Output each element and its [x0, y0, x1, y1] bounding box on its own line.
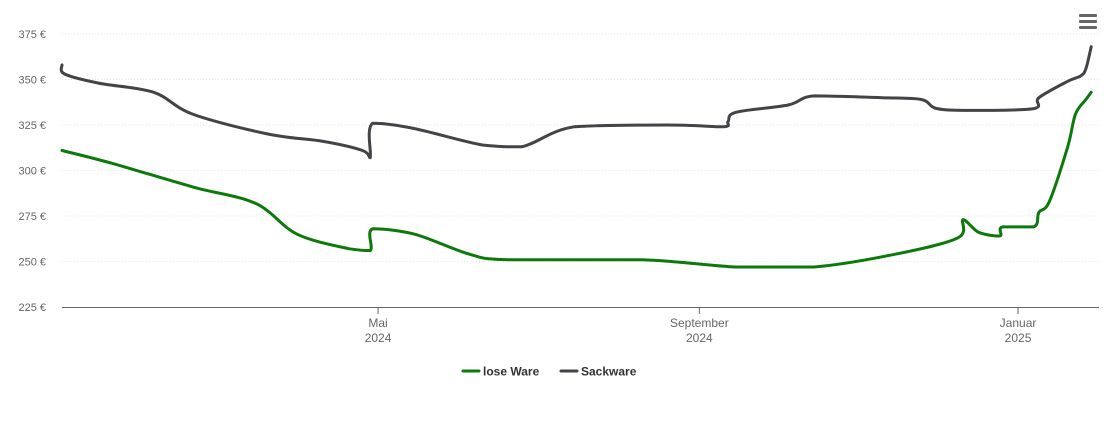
legend: lose Ware Sackware	[461, 365, 637, 379]
series-lines	[59, 45, 1093, 269]
x-tick-month-label: September	[670, 316, 729, 330]
legend-item[interactable]: Sackware	[559, 365, 637, 379]
y-tick-label: 375 €	[18, 29, 46, 41]
x-tick-month-label: Januar	[1000, 316, 1037, 330]
legend-label: lose Ware	[483, 365, 540, 379]
x-axis	[62, 307, 1099, 314]
y-axis-tick-labels: 225 € 250 € 275 € 300 € 325 € 350 € 375 €	[18, 29, 46, 314]
x-tick-year-label: 2024	[686, 331, 713, 345]
y-tick-label: 225 €	[18, 302, 46, 314]
legend-item[interactable]: lose Ware	[461, 365, 540, 379]
y-tick-label: 250 €	[18, 257, 46, 269]
legend-label: Sackware	[581, 365, 637, 379]
series-line-1[interactable]	[59, 45, 1093, 160]
x-tick-year-label: 2025	[1005, 331, 1032, 345]
y-tick-label: 275 €	[18, 211, 46, 223]
hamburger-menu-icon[interactable]	[1076, 10, 1100, 32]
series-line-0[interactable]	[60, 90, 1093, 269]
x-tick-year-label: 2024	[365, 331, 392, 345]
x-tick-month-label: Mai	[368, 316, 387, 330]
y-tick-label: 325 €	[18, 120, 46, 132]
y-tick-label: 300 €	[18, 166, 46, 178]
y-tick-label: 350 €	[18, 75, 46, 87]
grid-lines	[62, 33, 1099, 262]
